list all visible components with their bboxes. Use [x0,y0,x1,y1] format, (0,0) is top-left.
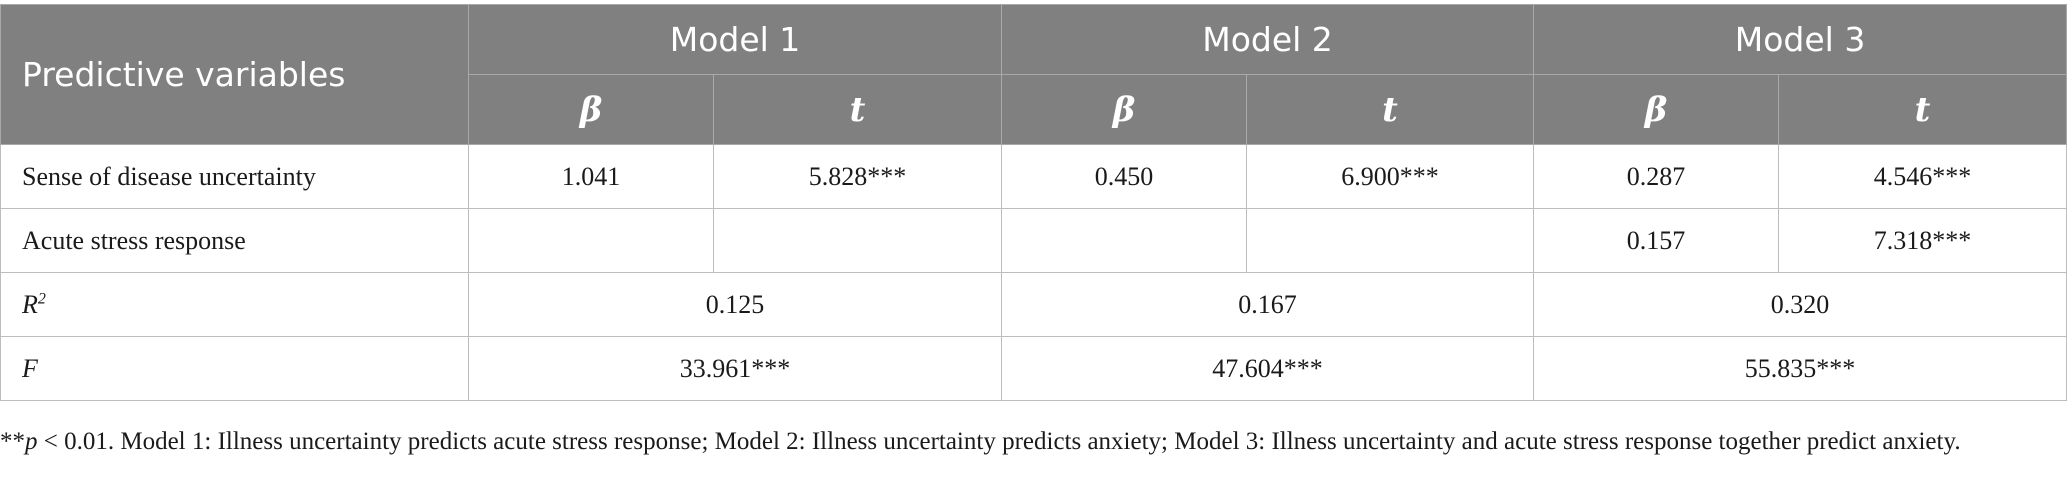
regression-table: Predictive variables Model 1 Model 2 Mod… [0,4,2067,401]
cell-m2-t [1246,208,1535,273]
footnote-stars: ** [0,428,25,455]
table-header: Predictive variables Model 1 Model 2 Mod… [0,4,2067,145]
cell-m1-beta [468,208,714,273]
row-label-r-squared: R2 [0,272,469,337]
table-body: Sense of disease uncertainty 1.041 5.828… [0,144,2067,401]
cell-m3-r-squared: 0.320 [1533,272,2067,337]
header-model-1: Model 1 [467,4,1003,75]
header-model-2: Model 2 [1001,4,1535,75]
cell-m1-r-squared: 0.125 [467,272,1003,337]
cell-m3-beta: 0.157 [1533,208,1780,273]
r-squared-superscript: 2 [37,289,46,307]
header-t-model-3: t [1778,74,2067,145]
header-row-models: Predictive variables Model 1 Model 2 Mod… [0,4,2067,145]
table-row-r-squared: R2 0.125 0.167 0.320 [0,272,2067,337]
header-beta-model-3: β [1533,74,1780,145]
header-model-3: Model 3 [1533,4,2067,75]
r-squared-base: R [22,289,38,319]
regression-table-container: Predictive variables Model 1 Model 2 Mod… [0,4,2067,401]
cell-m3-t: 4.546*** [1778,144,2067,209]
footnote-text: < 0.01. Model 1: Illness uncertainty pre… [37,428,1961,455]
header-beta-model-1: β [468,74,714,145]
footnote-p: p [25,428,38,455]
cell-m2-r-squared: 0.167 [1001,272,1535,337]
cell-m2-beta [1001,208,1248,273]
table-row-f: F 33.961*** 47.604*** 55.835*** [0,336,2067,401]
cell-m2-t: 6.900*** [1246,144,1535,209]
cell-m1-f: 33.961*** [467,336,1003,401]
header-predictive-variables: Predictive variables [0,4,469,145]
row-label: Sense of disease uncertainty [0,144,469,209]
cell-m1-t [712,208,1003,273]
cell-m1-t: 5.828*** [712,144,1003,209]
cell-m1-beta: 1.041 [468,144,714,209]
header-t-model-1: t [712,74,1003,145]
table-row: Acute stress response 0.157 7.318*** [0,208,2067,273]
cell-m3-f: 55.835*** [1533,336,2067,401]
cell-m3-beta: 0.287 [1533,144,1780,209]
header-beta-model-2: β [1001,74,1248,145]
cell-m3-t: 7.318*** [1778,208,2067,273]
table-footnote: **p < 0.01. Model 1: Illness uncertainty… [0,424,2030,460]
row-label-f: F [0,336,469,401]
row-label: Acute stress response [0,208,469,273]
table-row: Sense of disease uncertainty 1.041 5.828… [0,144,2067,209]
header-row-stats: β t β t β t [1,74,2067,145]
cell-m2-f: 47.604*** [1001,336,1535,401]
header-t-model-2: t [1246,74,1535,145]
cell-m2-beta: 0.450 [1001,144,1248,209]
